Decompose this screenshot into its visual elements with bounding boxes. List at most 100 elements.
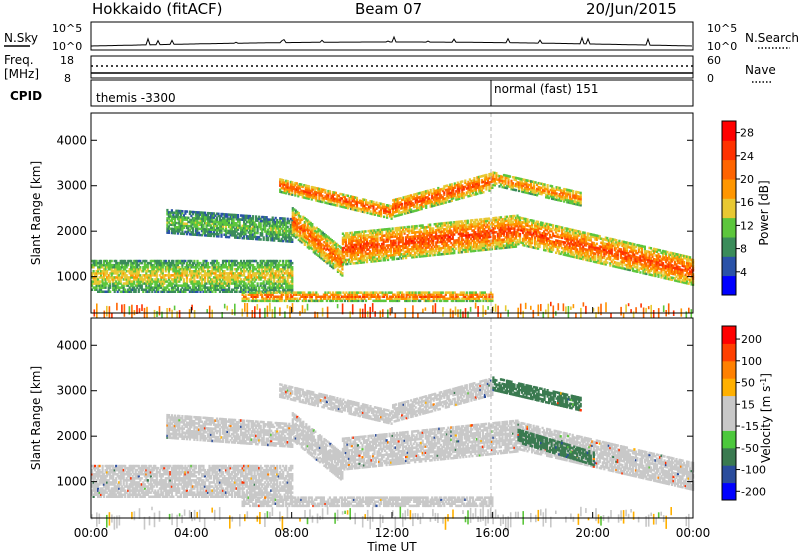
data-cell <box>151 280 154 283</box>
data-cell <box>199 286 202 289</box>
data-cell <box>139 274 142 277</box>
data-cell <box>172 270 175 273</box>
data-cell <box>178 284 181 287</box>
data-cell <box>228 284 231 287</box>
data-cell <box>151 286 154 289</box>
data-cell <box>142 266 145 269</box>
data-cell <box>243 274 246 277</box>
data-cell <box>103 274 106 277</box>
data-cell <box>167 282 170 285</box>
data-cell <box>226 274 229 277</box>
data-cell <box>161 288 164 291</box>
data-cell <box>241 266 244 269</box>
data-cell <box>238 274 241 277</box>
data-cell <box>196 261 199 265</box>
data-cell <box>235 288 238 291</box>
data-cell <box>229 266 232 269</box>
data-cell <box>133 266 136 269</box>
data-cell <box>224 276 228 279</box>
data-cell <box>179 268 182 271</box>
data-cell <box>142 282 145 285</box>
data-cell <box>172 288 175 291</box>
data-cell <box>178 272 181 275</box>
data-cell <box>127 263 130 267</box>
data-cell <box>170 268 173 271</box>
data-cell <box>209 272 213 275</box>
data-cell <box>91 259 94 263</box>
data-cell <box>145 266 148 269</box>
data-cell <box>218 290 222 293</box>
data-cell <box>209 270 213 273</box>
data-cell <box>163 276 166 279</box>
data-cell <box>205 286 208 289</box>
data-cell <box>206 266 210 269</box>
data-cell <box>228 280 231 283</box>
data-cell <box>95 280 98 283</box>
data-cell <box>136 268 139 271</box>
data-cell <box>202 284 205 287</box>
data-cell <box>194 280 197 283</box>
data-cell <box>179 274 182 277</box>
data-cell <box>161 276 164 279</box>
data-cell <box>121 284 124 287</box>
data-cell <box>101 284 104 287</box>
data-cell <box>145 290 148 293</box>
data-cell <box>157 290 160 293</box>
data-cell <box>232 280 235 283</box>
data-cell <box>205 290 208 293</box>
data-cell <box>202 274 205 277</box>
data-cell <box>221 274 225 277</box>
data-cell <box>161 290 164 293</box>
data-cell <box>92 276 95 279</box>
data-cell <box>158 259 161 263</box>
data-cell <box>191 272 194 275</box>
data-cell <box>211 263 214 267</box>
data-cell <box>209 274 213 277</box>
data-cell <box>118 282 121 285</box>
data-cell <box>130 290 133 293</box>
data-cell <box>130 261 133 265</box>
data-cell <box>205 263 208 267</box>
data-cell <box>155 261 158 265</box>
data-cell <box>206 274 210 277</box>
data-cell <box>218 286 222 289</box>
data-cell <box>106 272 109 275</box>
data-cell <box>167 270 170 273</box>
data-cell <box>94 282 97 285</box>
data-cell <box>184 282 187 285</box>
data-cell <box>116 286 119 289</box>
data-cell <box>224 284 228 287</box>
data-cell <box>193 286 196 289</box>
data-cell <box>223 290 226 293</box>
data-cell <box>175 263 178 267</box>
data-cell <box>170 274 173 277</box>
data-cell <box>185 266 188 269</box>
freq-label: Freq. <box>4 53 34 67</box>
data-cell <box>215 259 219 263</box>
data-cell <box>215 280 219 283</box>
data-cell <box>110 270 113 273</box>
data-cell <box>95 288 98 291</box>
data-cell <box>185 272 188 275</box>
data-cell <box>199 272 202 275</box>
data-cell <box>137 290 140 293</box>
data-cell <box>190 274 193 277</box>
data-cell <box>247 276 250 279</box>
data-cell <box>235 270 238 273</box>
data-cell <box>113 284 116 287</box>
data-cell <box>194 274 197 277</box>
data-cell <box>241 284 244 287</box>
data-cell <box>276 218 279 222</box>
data-cell <box>187 263 190 267</box>
nsky-frame <box>90 21 694 51</box>
data-cell <box>164 270 167 273</box>
data-cell <box>161 270 164 273</box>
data-cell <box>118 280 121 283</box>
data-cell <box>243 261 246 265</box>
data-cell <box>164 261 167 265</box>
data-cell <box>169 268 172 271</box>
data-cell <box>197 280 201 283</box>
data-cell <box>208 266 211 269</box>
data-cell <box>119 276 122 279</box>
data-cell <box>206 288 210 291</box>
